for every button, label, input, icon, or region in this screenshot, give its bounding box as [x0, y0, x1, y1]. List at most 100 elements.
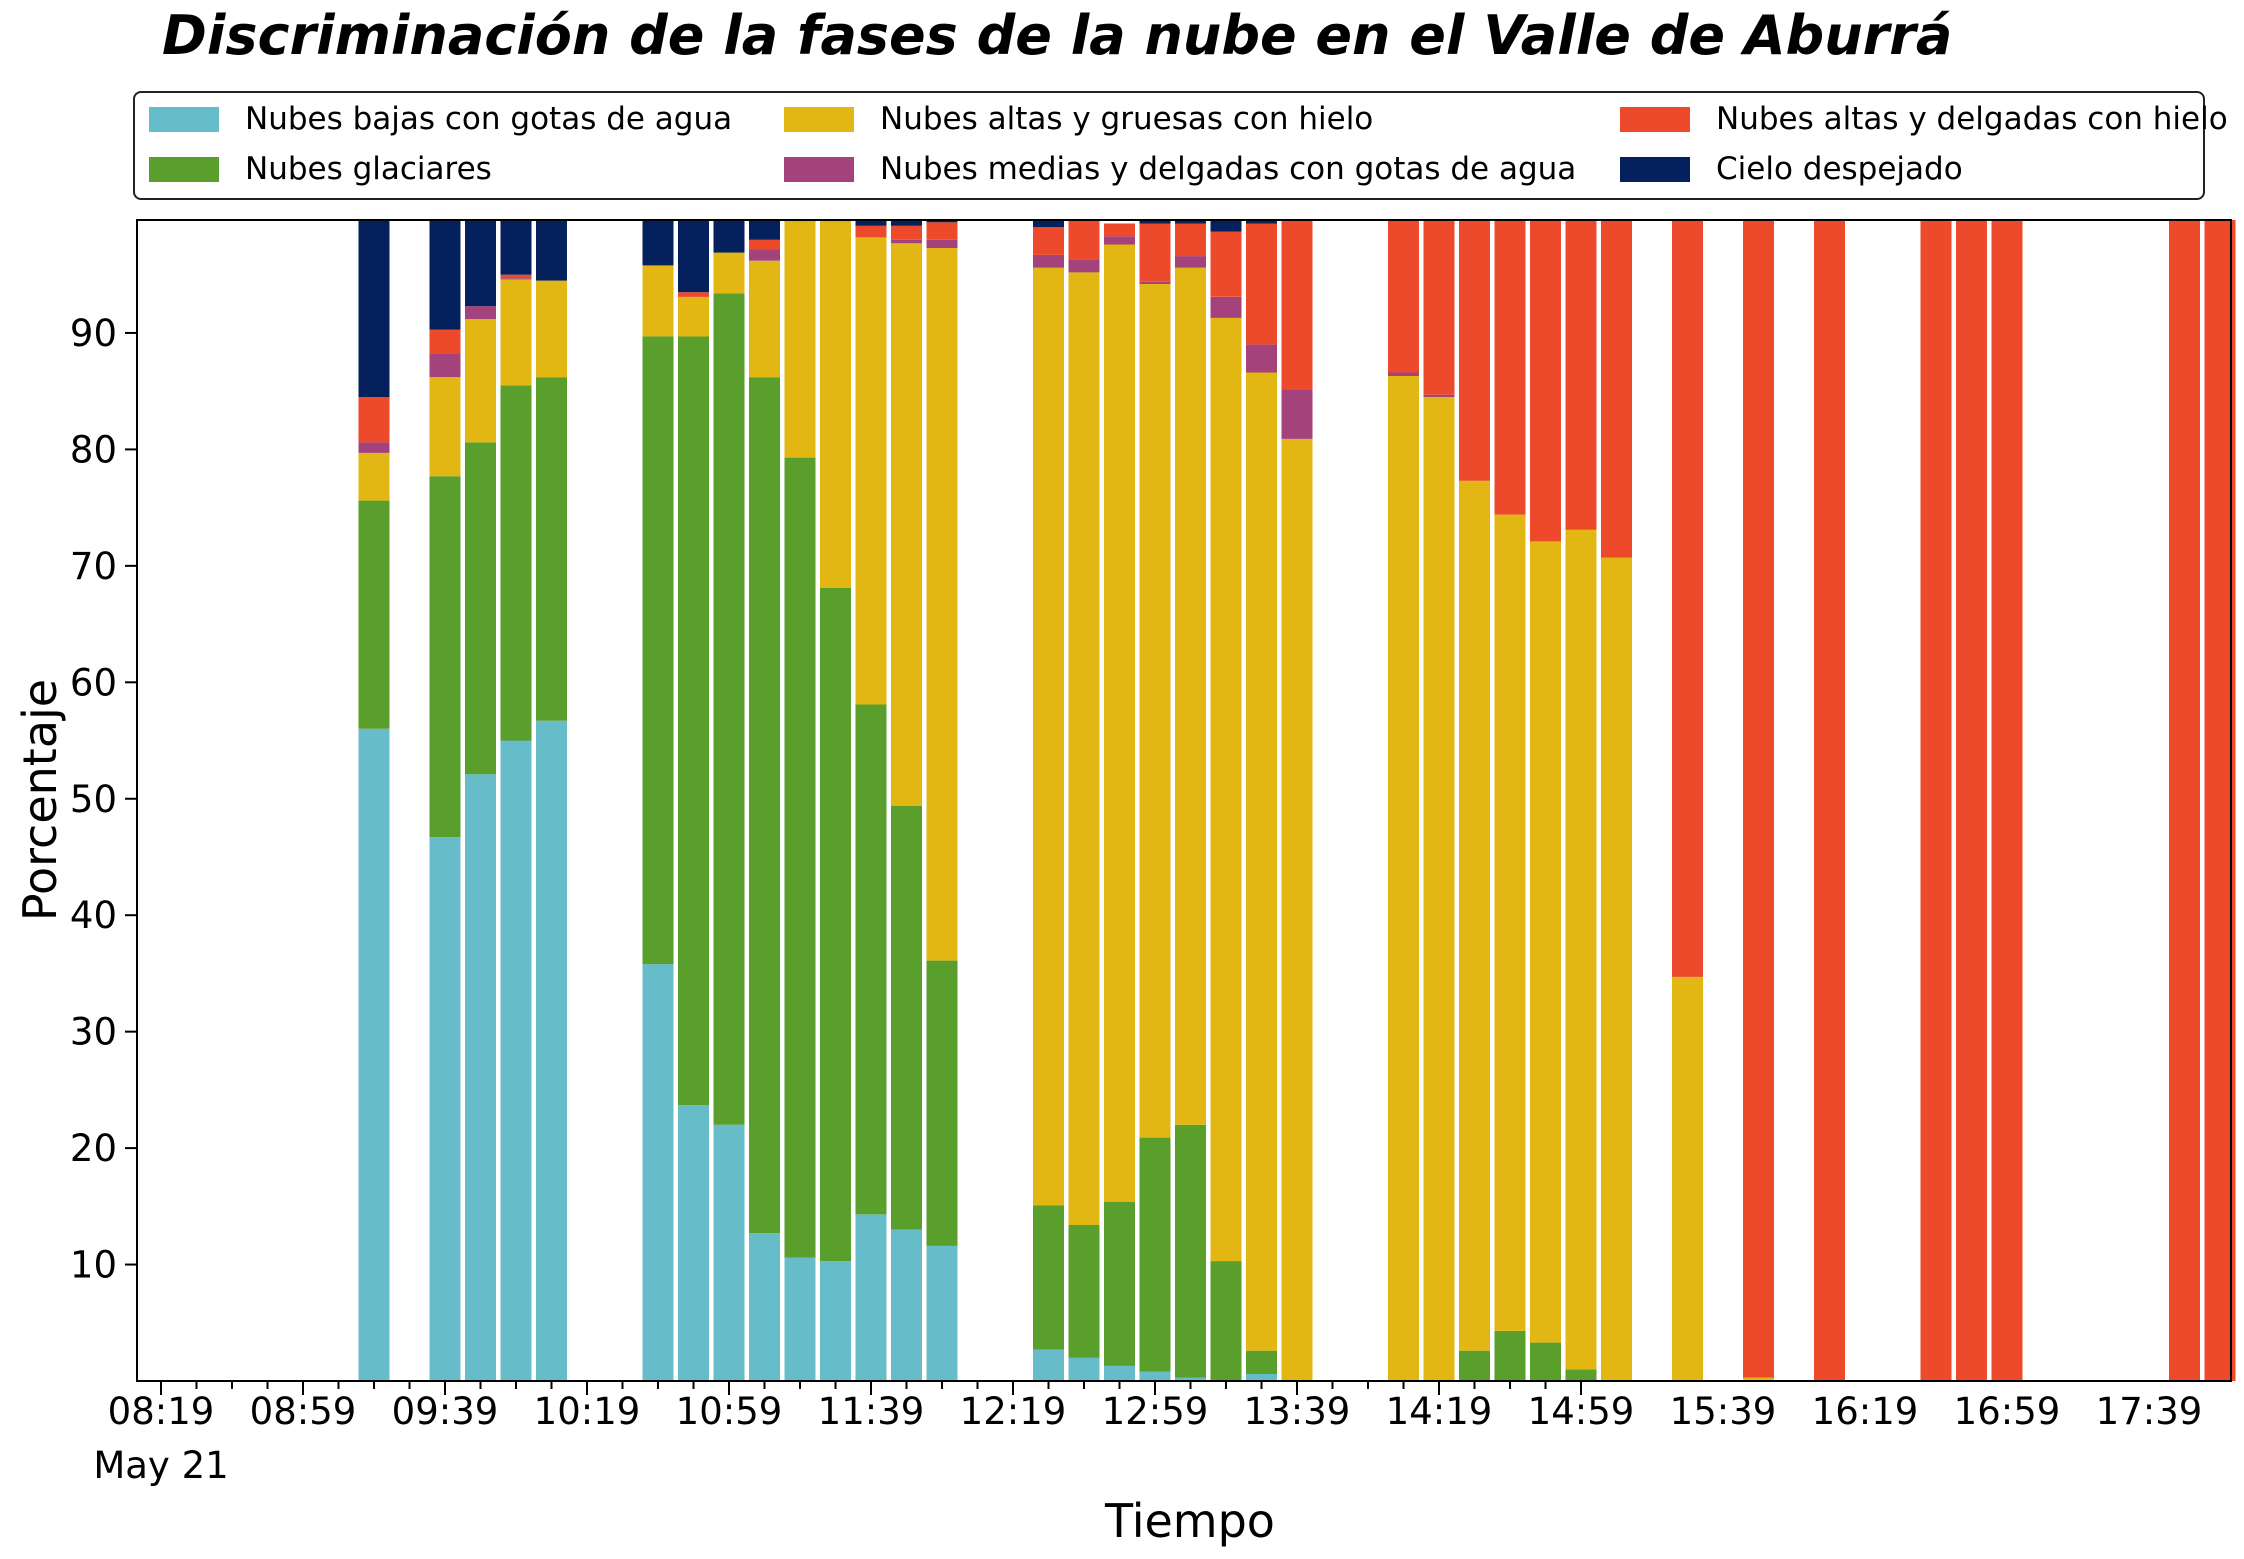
bar-segment	[926, 222, 958, 240]
y-tick-label: 90	[70, 312, 117, 355]
y-tick-label: 60	[70, 661, 117, 704]
bar-segment	[784, 1257, 816, 1381]
bar-segment	[1991, 220, 2023, 1381]
bar-segment	[1175, 1124, 1206, 1378]
legend-label: Nubes altas y delgadas con hielo	[1716, 101, 2228, 137]
bar-segment	[926, 960, 958, 1246]
bar-segment	[1956, 220, 1987, 1381]
x-tick-label: 14:59	[1528, 1390, 1635, 1433]
x-tick-label: 10:19	[534, 1390, 641, 1433]
bar-segment	[1210, 1261, 1242, 1381]
legend-swatch	[149, 106, 219, 132]
bar-segment	[749, 1233, 780, 1381]
bar-segment	[429, 837, 461, 1381]
bar-segment	[358, 397, 390, 443]
bar-segment	[1033, 1349, 1064, 1381]
bar-segment	[1033, 1205, 1064, 1350]
bar-segment	[358, 452, 390, 501]
bar-segment	[500, 740, 532, 1381]
bar-segment	[855, 237, 887, 705]
legend-item: Nubes altas y gruesas con hielo	[784, 101, 1373, 137]
bar-segment	[1565, 1369, 1597, 1381]
bar-segment	[678, 292, 709, 297]
bar-segment	[1388, 372, 1419, 376]
bar-segment	[713, 1124, 745, 1381]
x-tick-label: 15:39	[1670, 1390, 1777, 1433]
bar-segment	[642, 265, 674, 337]
bars-layer	[358, 220, 2236, 1381]
bar-segment	[1139, 1371, 1171, 1381]
legend-item: Nubes glaciares	[149, 151, 492, 187]
chart-title: Discriminación de la fases de la nube en…	[162, 4, 1953, 67]
bar-segment	[1459, 1350, 1490, 1381]
bar-segment	[926, 1245, 958, 1381]
bar-segment	[891, 220, 922, 226]
bar-segment	[749, 249, 780, 261]
bar-segment	[1494, 220, 1526, 515]
bar-segment	[500, 220, 532, 275]
bar-segment	[1388, 376, 1419, 1381]
bar-segment	[1033, 267, 1064, 1206]
bar-segment	[1104, 1201, 1135, 1366]
x-tick-label: 12:19	[960, 1390, 1067, 1433]
bar-segment	[1210, 296, 1242, 318]
bar-segment	[1672, 976, 1703, 1381]
x-tick-label: 08:59	[250, 1390, 357, 1433]
y-tick-label: 80	[70, 428, 117, 471]
bar-segment	[1423, 394, 1455, 397]
bar-segment	[1068, 272, 1100, 1225]
bar-segment	[1459, 220, 1490, 481]
legend-label: Cielo despejado	[1716, 151, 1963, 187]
bar-segment	[749, 220, 780, 240]
bar-segment	[1246, 223, 1277, 345]
bar-segment	[678, 220, 709, 293]
bar-segment	[1139, 223, 1171, 282]
bar-segment	[891, 225, 922, 240]
bar-segment	[465, 774, 496, 1381]
bar-segment	[536, 220, 567, 281]
bar-segment	[1068, 1357, 1100, 1381]
bar-segment	[1423, 220, 1455, 395]
bar-segment	[1281, 438, 1313, 1381]
bar-segment	[536, 720, 567, 1381]
bar-segment	[1210, 231, 1242, 297]
bar-segment	[1388, 220, 1419, 373]
x-axis: 08:19 08:59 09:39 10:19 10:59 11:39 12:19 12:59…	[108, 1381, 2202, 1433]
x-tick-label: 09:39	[392, 1390, 499, 1433]
bar-segment	[642, 964, 674, 1381]
bar-segment	[1246, 372, 1277, 1351]
bar-segment	[891, 243, 922, 806]
bar-segment	[1281, 390, 1313, 439]
bar-segment	[926, 247, 958, 961]
bar-segment	[642, 336, 674, 965]
bar-segment	[820, 588, 851, 1262]
bar-segment	[1175, 223, 1206, 257]
legend-swatch	[1620, 156, 1690, 182]
bar-segment	[1601, 557, 1632, 1381]
bar-segment	[1423, 397, 1455, 1381]
bar-segment	[500, 385, 532, 741]
bar-segment	[1175, 267, 1206, 1125]
bar-segment	[500, 278, 532, 280]
bar-segment	[358, 500, 390, 729]
bar-segment	[358, 220, 390, 397]
legend-swatch	[784, 106, 854, 132]
bar-segment	[1139, 281, 1171, 284]
bar-segment	[820, 1261, 851, 1381]
legend-label: Nubes altas y gruesas con hielo	[880, 101, 1374, 137]
bar-segment	[1068, 220, 1100, 260]
bar-segment	[429, 329, 461, 354]
bar-segment	[1068, 259, 1100, 273]
bar-segment	[1033, 227, 1064, 255]
bar-segment	[1743, 1377, 1774, 1381]
bar-segment	[536, 280, 567, 378]
bar-segment	[429, 377, 461, 477]
y-tick-label: 30	[70, 1011, 117, 1054]
bar-segment	[465, 442, 496, 775]
bar-segment	[1246, 344, 1277, 373]
y-axis-label: Porcentaje	[13, 679, 67, 921]
bar-segment	[926, 220, 958, 223]
legend-swatch	[149, 156, 219, 182]
bar-segment	[1281, 220, 1313, 390]
bar-segment	[1494, 514, 1526, 1331]
